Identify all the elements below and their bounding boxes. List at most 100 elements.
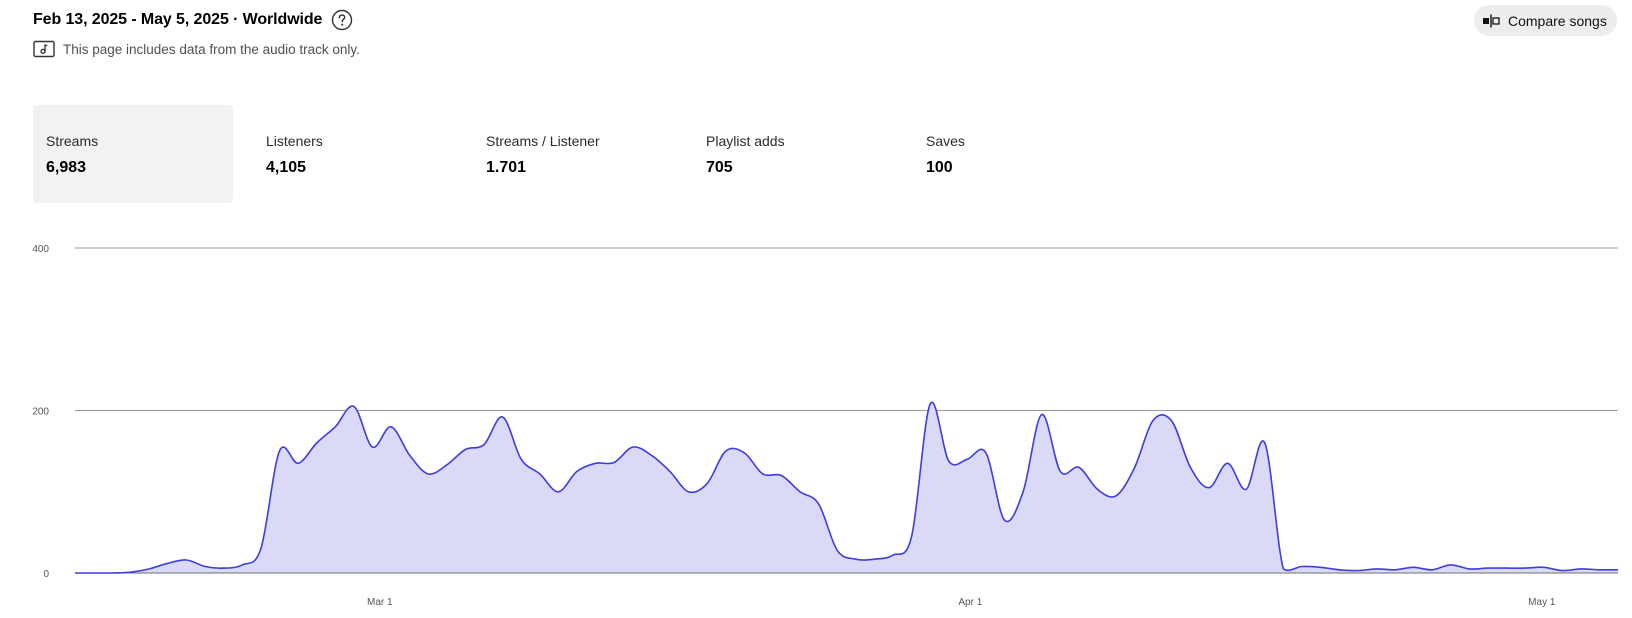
data-point[interactable] bbox=[239, 562, 245, 568]
data-point[interactable] bbox=[611, 460, 617, 466]
metric-tab-saves[interactable]: Saves 100 bbox=[913, 105, 1113, 203]
data-point[interactable] bbox=[1187, 464, 1193, 470]
data-point[interactable] bbox=[946, 458, 952, 464]
data-point[interactable] bbox=[1113, 493, 1119, 499]
y-tick-label: 400 bbox=[32, 244, 49, 255]
compare-songs-button[interactable]: Compare songs bbox=[1474, 5, 1617, 36]
data-point[interactable] bbox=[834, 547, 840, 553]
data-point[interactable] bbox=[91, 570, 97, 576]
data-point[interactable] bbox=[1466, 566, 1472, 572]
metric-value: 100 bbox=[926, 159, 953, 176]
data-point[interactable] bbox=[109, 570, 115, 576]
data-point[interactable] bbox=[593, 460, 599, 466]
data-point[interactable] bbox=[853, 556, 859, 562]
data-point[interactable] bbox=[1150, 417, 1156, 423]
data-point[interactable] bbox=[1392, 567, 1398, 573]
data-point[interactable] bbox=[1448, 562, 1454, 568]
data-point[interactable] bbox=[295, 460, 301, 466]
streams-line[interactable] bbox=[75, 401, 1619, 574]
data-point[interactable] bbox=[1299, 564, 1305, 570]
data-point[interactable] bbox=[1541, 564, 1547, 570]
data-point[interactable] bbox=[704, 481, 710, 487]
data-point[interactable] bbox=[723, 448, 729, 454]
data-point[interactable] bbox=[1485, 565, 1491, 571]
data-point[interactable] bbox=[1243, 486, 1249, 492]
data-point[interactable] bbox=[1373, 566, 1379, 572]
data-point[interactable] bbox=[1411, 564, 1417, 570]
streams-chart[interactable]: 0 200 400 Mar 1 Apr 1 May 1 bbox=[0, 230, 1632, 618]
data-point[interactable] bbox=[462, 447, 468, 453]
help-icon[interactable] bbox=[331, 9, 353, 31]
data-point[interactable] bbox=[1318, 564, 1324, 570]
data-point[interactable] bbox=[388, 424, 394, 430]
data-point[interactable] bbox=[1020, 489, 1026, 495]
data-point[interactable] bbox=[890, 552, 896, 558]
data-point[interactable] bbox=[760, 471, 766, 477]
data-point[interactable] bbox=[1002, 517, 1008, 523]
data-point[interactable] bbox=[797, 489, 803, 495]
data-point[interactable] bbox=[983, 450, 989, 456]
metric-tab-streams[interactable]: Streams 6,983 bbox=[33, 105, 233, 203]
metric-tab-playlist-adds[interactable]: Playlist adds 705 bbox=[693, 105, 893, 203]
data-point[interactable] bbox=[927, 401, 933, 407]
data-point[interactable] bbox=[1039, 412, 1045, 418]
data-point[interactable] bbox=[128, 569, 134, 575]
data-point[interactable] bbox=[686, 489, 692, 495]
y-tick-label: 200 bbox=[32, 407, 49, 418]
metric-value: 705 bbox=[706, 159, 733, 176]
data-point[interactable] bbox=[1076, 464, 1082, 470]
data-point[interactable] bbox=[1578, 566, 1584, 572]
data-point[interactable] bbox=[1095, 486, 1101, 492]
data-point[interactable] bbox=[332, 424, 338, 430]
data-point[interactable] bbox=[1132, 464, 1138, 470]
data-point[interactable] bbox=[1429, 567, 1435, 573]
data-point[interactable] bbox=[1336, 567, 1342, 573]
data-point[interactable] bbox=[146, 566, 152, 572]
data-point[interactable] bbox=[648, 452, 654, 458]
data-point[interactable] bbox=[72, 570, 78, 576]
streams-area-fill bbox=[75, 402, 1618, 573]
data-point[interactable] bbox=[1206, 485, 1212, 491]
data-point[interactable] bbox=[778, 473, 784, 479]
data-point[interactable] bbox=[1225, 460, 1231, 466]
metric-tab-streams-per-listener[interactable]: Streams / Listener 1.701 bbox=[473, 105, 673, 203]
data-point[interactable] bbox=[221, 565, 227, 571]
data-point[interactable] bbox=[1262, 440, 1268, 446]
data-point[interactable] bbox=[444, 462, 450, 468]
data-point[interactable] bbox=[1615, 567, 1621, 573]
data-point[interactable] bbox=[500, 414, 506, 420]
data-point[interactable] bbox=[184, 557, 190, 563]
metric-tab-listeners[interactable]: Listeners 4,105 bbox=[253, 105, 453, 203]
data-point[interactable] bbox=[407, 452, 413, 458]
data-point[interactable] bbox=[871, 556, 877, 562]
data-point[interactable] bbox=[555, 489, 561, 495]
data-point[interactable] bbox=[574, 468, 580, 474]
data-point[interactable] bbox=[667, 468, 673, 474]
data-point[interactable] bbox=[630, 444, 636, 450]
data-point[interactable] bbox=[351, 403, 357, 409]
data-point[interactable] bbox=[258, 546, 264, 552]
metric-value: 4,105 bbox=[266, 159, 307, 176]
data-point[interactable] bbox=[537, 471, 543, 477]
data-point[interactable] bbox=[1596, 567, 1602, 573]
data-point[interactable] bbox=[425, 471, 431, 477]
data-point[interactable] bbox=[1504, 565, 1510, 571]
data-point[interactable] bbox=[314, 440, 320, 446]
data-point[interactable] bbox=[909, 533, 915, 539]
data-point[interactable] bbox=[964, 456, 970, 462]
data-point[interactable] bbox=[481, 442, 487, 448]
data-point[interactable] bbox=[1057, 468, 1063, 474]
data-point[interactable] bbox=[369, 444, 375, 450]
data-point[interactable] bbox=[202, 564, 208, 570]
data-point[interactable] bbox=[741, 450, 747, 456]
data-point[interactable] bbox=[1169, 418, 1175, 424]
data-point[interactable] bbox=[165, 560, 171, 566]
data-point[interactable] bbox=[1355, 568, 1361, 574]
audio-note-row: This page includes data from the audio t… bbox=[33, 39, 1632, 59]
data-point[interactable] bbox=[816, 501, 822, 507]
data-point[interactable] bbox=[1559, 568, 1565, 574]
data-point[interactable] bbox=[1280, 566, 1286, 572]
data-point[interactable] bbox=[518, 456, 524, 462]
data-point[interactable] bbox=[1522, 565, 1528, 571]
data-point[interactable] bbox=[277, 448, 283, 454]
